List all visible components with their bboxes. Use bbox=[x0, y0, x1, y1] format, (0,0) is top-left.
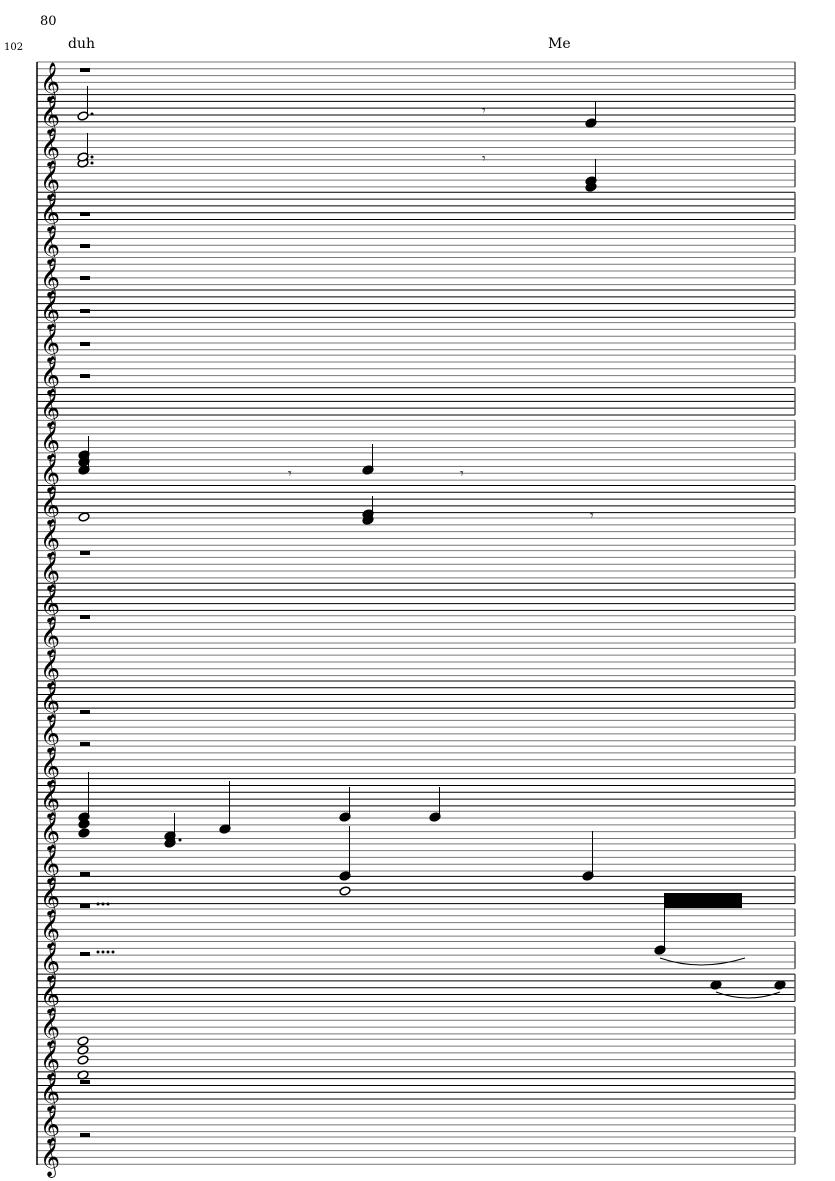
notehead bbox=[78, 512, 90, 522]
rest-icon bbox=[80, 68, 90, 72]
notehead bbox=[78, 828, 90, 838]
notehead bbox=[164, 831, 176, 841]
treble-clef-icon: 𝄞 bbox=[40, 290, 60, 331]
dot bbox=[90, 161, 94, 165]
rest-icon bbox=[80, 710, 90, 714]
notehead bbox=[339, 886, 351, 896]
notehead bbox=[77, 152, 89, 162]
rest-icon bbox=[80, 551, 90, 555]
eighth-rest-icon: 𝄾 bbox=[482, 151, 486, 167]
notehead bbox=[77, 1070, 89, 1080]
dot bbox=[101, 950, 105, 954]
treble-clef-icon: 𝄞 bbox=[40, 1072, 60, 1113]
treble-clef-icon: 𝄞 bbox=[40, 486, 60, 527]
treble-clef-icon: 𝄞 bbox=[40, 518, 60, 559]
rest-icon bbox=[80, 342, 90, 346]
treble-clef-icon: 𝄞 bbox=[40, 421, 60, 462]
treble-clef-icon: 𝄞 bbox=[40, 1105, 60, 1146]
treble-clef-icon: 𝄞 bbox=[40, 95, 60, 136]
rest-icon bbox=[80, 374, 90, 378]
rest-icon bbox=[80, 872, 90, 876]
treble-clef-icon: 𝄞 bbox=[40, 323, 60, 364]
treble-clef-icon: 𝄞 bbox=[40, 746, 60, 787]
tie bbox=[659, 957, 746, 966]
treble-clef-icon: 𝄞 bbox=[40, 974, 60, 1015]
treble-clef-icon: 𝄞 bbox=[40, 193, 60, 234]
tie bbox=[715, 991, 781, 999]
treble-clef-icon: 𝄞 bbox=[40, 388, 60, 429]
dot bbox=[90, 155, 94, 159]
dot bbox=[111, 950, 115, 954]
treble-clef-icon: 𝄞 bbox=[40, 714, 60, 755]
rest-icon bbox=[80, 212, 90, 216]
treble-clef-icon: 𝄞 bbox=[40, 942, 60, 983]
eighth-rest-icon: 𝄾 bbox=[460, 466, 464, 482]
text-markup: duh bbox=[68, 36, 95, 52]
rest-icon bbox=[80, 742, 90, 746]
notehead bbox=[77, 1045, 89, 1055]
rest-icon bbox=[80, 615, 90, 619]
system-number: 102 bbox=[4, 42, 24, 53]
rest-icon bbox=[80, 309, 90, 313]
dot bbox=[106, 950, 110, 954]
treble-clef-icon: 𝄞 bbox=[40, 681, 60, 722]
treble-clef-icon: 𝄞 bbox=[40, 844, 60, 885]
treble-clef-icon: 𝄞 bbox=[40, 1007, 60, 1048]
notehead bbox=[710, 980, 722, 990]
treble-clef-icon: 𝄞 bbox=[40, 811, 60, 852]
treble-clef-icon: 𝄞 bbox=[40, 779, 60, 820]
beam bbox=[664, 893, 742, 908]
dot bbox=[90, 112, 94, 116]
dot bbox=[96, 902, 100, 906]
eighth-rest-icon: 𝄾 bbox=[482, 103, 486, 119]
rest-icon bbox=[80, 1133, 90, 1137]
treble-clef-icon: 𝄞 bbox=[40, 1039, 60, 1080]
eighth-rest-icon: 𝄾 bbox=[288, 466, 292, 482]
treble-clef-icon: 𝄞 bbox=[40, 127, 60, 168]
treble-clef-icon: 𝄞 bbox=[40, 877, 60, 918]
treble-clef-icon: 𝄞 bbox=[40, 649, 60, 690]
treble-clef-icon: 𝄞 bbox=[40, 62, 60, 103]
notehead bbox=[774, 980, 786, 990]
rest-icon bbox=[80, 952, 90, 956]
notehead bbox=[78, 819, 90, 829]
notehead bbox=[77, 1055, 89, 1065]
treble-clef-icon: 𝄞 bbox=[40, 225, 60, 266]
treble-clef-icon: 𝄞 bbox=[40, 583, 60, 624]
notehead bbox=[362, 509, 374, 519]
rest-icon bbox=[80, 904, 90, 908]
treble-clef-icon: 𝄞 bbox=[40, 616, 60, 657]
treble-clef-icon: 𝄞 bbox=[40, 551, 60, 592]
treble-clef-icon: 𝄞 bbox=[40, 258, 60, 299]
rest-icon bbox=[80, 1080, 90, 1084]
rest-icon bbox=[80, 244, 90, 248]
treble-clef-icon: 𝄞 bbox=[40, 909, 60, 950]
eighth-rest-icon: 𝄾 bbox=[590, 508, 594, 524]
treble-clef-icon: 𝄞 bbox=[40, 453, 60, 494]
dot bbox=[106, 902, 110, 906]
text-markup: Me bbox=[548, 36, 571, 52]
notehead bbox=[77, 1036, 89, 1046]
measure-number: 80 bbox=[40, 14, 57, 29]
dot bbox=[178, 838, 182, 842]
treble-clef-icon: 𝄞 bbox=[40, 355, 60, 396]
notehead bbox=[78, 450, 90, 460]
notehead bbox=[585, 182, 597, 192]
rest-icon bbox=[80, 276, 90, 280]
dot bbox=[96, 950, 100, 954]
treble-clef-icon: 𝄞 bbox=[40, 160, 60, 201]
dot bbox=[101, 902, 105, 906]
treble-clef-icon: 𝄞 bbox=[40, 1137, 60, 1178]
